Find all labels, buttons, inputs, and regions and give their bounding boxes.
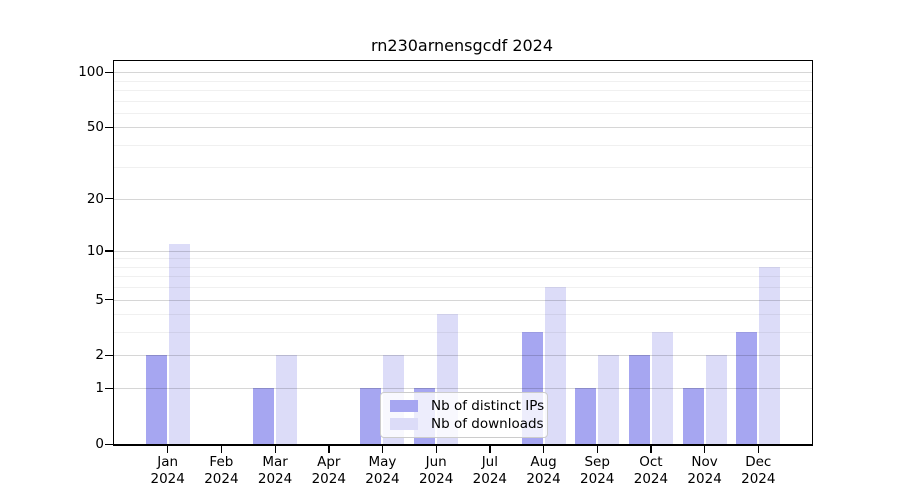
x-tick-jun [435, 446, 437, 453]
x-tick-apr [328, 446, 330, 453]
y-tick-label-100: 100 [78, 64, 104, 81]
gridline-minor-80 [114, 89, 812, 91]
y-tick-1 [105, 387, 113, 389]
x-tick-label-oct: Oct 2024 [633, 454, 669, 487]
bar-downloads-dec [759, 266, 781, 444]
x-tick-aug [543, 446, 545, 453]
legend-label-distinct-ips: Nb of distinct IPs [431, 398, 545, 414]
gridline-major-20 [114, 198, 812, 200]
legend-swatch-downloads-icon [390, 418, 418, 430]
gridline-minor-60 [114, 112, 812, 114]
gridline-minor-6 [114, 287, 812, 289]
bar-distinct-ips-jan [145, 355, 167, 444]
gridline-minor-70 [114, 100, 812, 102]
legend-label-downloads: Nb of downloads [431, 416, 544, 432]
gridline-major-5 [114, 299, 812, 301]
y-tick-2 [105, 354, 113, 357]
y-tick-0 [105, 443, 113, 445]
y-tick-label-2: 2 [95, 347, 104, 364]
bar-distinct-ips-sep [575, 388, 597, 444]
x-tick-label-feb: Feb 2024 [204, 454, 239, 487]
gridline-minor-40 [114, 144, 812, 146]
x-tick-oct [650, 446, 652, 453]
x-tick-may [381, 446, 384, 453]
plot-area: Nb of distinct IPs Nb of downloads 0 1 2 5 1… [78, 60, 813, 487]
legend: Nb of distinct IPs Nb of downloads [380, 392, 548, 438]
x-tick-nov [704, 446, 706, 453]
x-tick-label-dec: Dec 2024 [741, 454, 776, 487]
gridline-major-10 [114, 250, 812, 252]
legend-item-distinct-ips: Nb of distinct IPs [390, 397, 544, 415]
y-tick-label-5: 5 [95, 291, 104, 308]
x-tick-feb [220, 446, 223, 453]
legend-swatch-distinct-ips-icon [390, 400, 418, 412]
bar-downloads-jan [168, 243, 190, 444]
bar-distinct-ips-may [360, 388, 382, 444]
gridline-major-50 [114, 127, 812, 129]
x-tick-label-jul: Jul 2024 [472, 454, 508, 487]
y-tick-50 [105, 126, 113, 128]
gridline-minor-30 [114, 167, 812, 169]
x-tick-label-nov: Nov 2024 [687, 454, 722, 487]
x-tick-label-sep: Sep 2024 [580, 454, 615, 487]
gridline-minor-3 [114, 332, 812, 334]
x-tick-label-may: May 2024 [365, 454, 400, 487]
chart-title: rn230arnensgcdf 2024 [370, 36, 554, 55]
bar-distinct-ips-nov [682, 388, 704, 444]
x-tick-sep [596, 446, 599, 453]
y-tick-10 [105, 250, 113, 252]
x-tick-label-jun: Jun 2024 [418, 454, 454, 487]
bar-downloads-oct [651, 332, 673, 444]
bar-downloads-sep [598, 355, 620, 444]
gridline-major-2 [114, 355, 812, 357]
x-tick-mar [274, 446, 276, 453]
x-tick-dec [757, 446, 760, 453]
y-tick-label-0: 0 [95, 436, 104, 452]
x-tick-label-apr: Apr 2024 [311, 454, 346, 487]
bar-downloads-mar [276, 355, 298, 444]
bar-downloads-aug [544, 287, 566, 444]
y-tick-20 [105, 198, 113, 200]
y-tick-label-1: 1 [95, 380, 104, 397]
y-tick-label-20: 20 [86, 190, 104, 207]
gridline-minor-7 [114, 276, 812, 278]
x-tick-label-jan: Jan 2024 [150, 454, 185, 487]
y-tick-100 [105, 71, 113, 73]
gridline-minor-9 [114, 258, 812, 260]
x-tick-jul [489, 446, 491, 453]
x-tick-jan [167, 446, 169, 453]
x-tick-label-aug: Aug 2024 [526, 454, 561, 487]
y-tick-label-10: 10 [86, 242, 104, 259]
bar-downloads-nov [705, 355, 727, 444]
bar-distinct-ips-oct [628, 355, 650, 444]
bar-distinct-ips-dec [736, 332, 758, 444]
bar-distinct-ips-mar [253, 388, 275, 444]
gridline-minor-4 [114, 314, 812, 316]
gridline-major-100 [114, 72, 812, 74]
x-tick-label-mar: Mar 2024 [257, 454, 293, 487]
gridline-minor-8 [114, 266, 812, 268]
y-tick-5 [105, 299, 113, 301]
gridline-major-1 [114, 388, 812, 390]
gridline-minor-90 [114, 80, 812, 82]
legend-item-downloads: Nb of downloads [390, 415, 544, 433]
y-tick-label-50: 50 [86, 119, 104, 136]
